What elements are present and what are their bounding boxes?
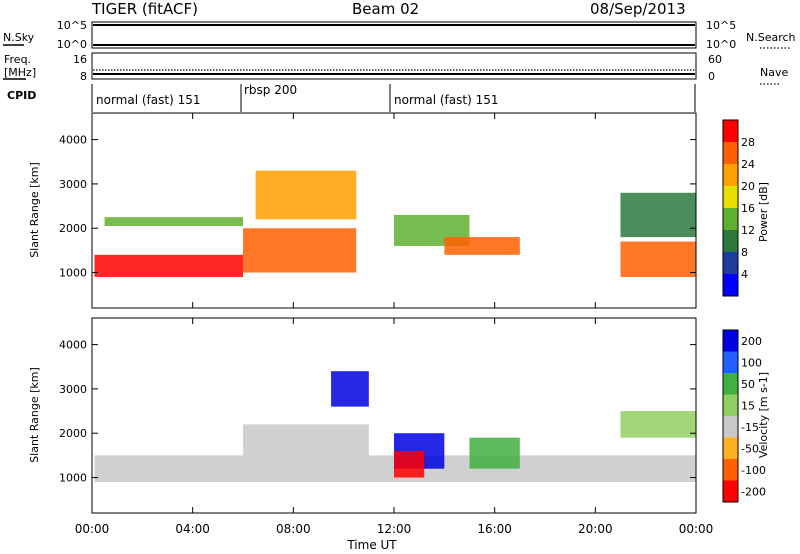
power-echo-region (243, 228, 357, 273)
power-colorbar-tick-label: 8 (741, 246, 748, 259)
x-tick-label: 00:00 (679, 522, 714, 536)
x-tick-label: 20:00 (578, 522, 613, 536)
power-colorbar-tick-label: 16 (741, 202, 755, 215)
velocity-cbar-label: Velocity [m s-1] (757, 372, 770, 458)
velocity-y-tick-label: 2000 (59, 427, 87, 440)
velocity-y-tick-label: 4000 (59, 339, 87, 352)
power-colorbar-segment (723, 120, 738, 143)
nsky-tick-bottom: 10^0 (57, 38, 87, 51)
power-y-tick-label: 1000 (59, 267, 87, 280)
x-tick-label: 08:00 (276, 522, 311, 536)
power-colorbar-tick-label: 12 (741, 224, 755, 237)
cpid-label: CPID (7, 89, 36, 102)
freq-panel: Freq. [MHz] 16 8 60 0 Nave (3, 52, 788, 85)
velocity-colorbar-tick-label: 100 (741, 356, 762, 369)
x-tick-label: 12:00 (377, 522, 412, 536)
power-colorbar-frame (722, 119, 739, 297)
power-echo-region (94, 254, 244, 277)
velocity-colorbar-segment (723, 416, 738, 438)
nsearch-label: N.Search (746, 31, 796, 44)
power-data-layer (94, 170, 696, 277)
velocity-colorbar-frame (722, 329, 739, 503)
power-y-tick-label: 4000 (59, 134, 87, 147)
velocity-colorbar-segment (723, 330, 738, 352)
station-title: TIGER (fitACF) (91, 0, 198, 18)
nave-tick-top: 60 (708, 53, 722, 66)
power-colorbar-segment (723, 230, 738, 253)
nave-tick-bottom: 0 (708, 70, 715, 83)
velocity-echo-region (331, 371, 369, 407)
cpid-segment-3: normal (fast) 151 (394, 93, 498, 107)
power-colorbar-segment (723, 164, 738, 187)
velocity-colorbar-segment (723, 480, 738, 503)
power-y-axis: 1000 2000 3000 4000 (59, 134, 696, 280)
nsearch-tick-top: 10^5 (706, 19, 736, 32)
nave-label: Nave (760, 66, 788, 79)
velocity-colorbar-segment (723, 459, 738, 481)
power-y-tick-label: 3000 (59, 178, 87, 191)
power-echo-region (620, 192, 696, 238)
velocity-colorbar-segment (723, 437, 738, 460)
velocity-ylabel: Slant Range [km] (28, 367, 41, 463)
power-colorbar-segment (723, 142, 738, 165)
power-colorbar-segment (723, 274, 738, 297)
x-tick-label: 04:00 (175, 522, 210, 536)
power-panel: 1000 2000 3000 4000 Slant Range [km] 28 24 20… (28, 112, 770, 309)
power-echo-region (255, 170, 357, 220)
velocity-colorbar-tick-label: -200 (741, 485, 766, 498)
cpid-panel: CPID normal (fast) 151 rbsp 200 normal (… (7, 83, 696, 112)
x-axis-title: Time UT (346, 538, 397, 552)
velocity-colorbar-tick-label: -100 (741, 464, 766, 477)
power-colorbar-tick-label: 28 (741, 136, 755, 149)
power-colorbar-segment (723, 186, 738, 209)
freq-tick-top: 16 (73, 53, 87, 66)
x-tick-label: 00:00 (75, 522, 110, 536)
beam-title: Beam 02 (352, 0, 419, 18)
power-colorbar-tick-label: 20 (741, 180, 755, 193)
power-colorbar-tick-label: 4 (741, 268, 748, 281)
power-echo-region (444, 237, 520, 255)
freq-label-1: Freq. (4, 53, 31, 66)
power-y-tick-label: 2000 (59, 222, 87, 235)
freq-label-2: [MHz] (4, 66, 36, 79)
nsky-tick-top: 10^5 (57, 19, 87, 32)
velocity-y-tick-label: 3000 (59, 383, 87, 396)
velocity-echo-region (394, 450, 425, 478)
power-colorbar-segment (723, 252, 738, 275)
x-tick-label: 16:00 (477, 522, 512, 536)
power-ylabel: Slant Range [km] (28, 162, 41, 258)
freq-tick-bottom: 8 (80, 70, 87, 83)
velocity-echo-region (243, 424, 369, 456)
nsky-panel: N.Sky 10^5 10^0 10^5 10^0 N.Search (3, 19, 796, 51)
velocity-colorbar-segment (723, 351, 738, 374)
velocity-colorbar-segment (723, 394, 738, 417)
power-colorbar-tick-label: 24 (741, 158, 755, 171)
velocity-echo-region (620, 411, 696, 438)
power-colorbar: 28 24 20 16 12 8 4 (722, 119, 755, 297)
velocity-y-axis: 1000 2000 3000 4000 (59, 339, 696, 485)
velocity-colorbar-tick-label: -50 (741, 442, 759, 455)
time-x-axis: 00:00 04:00 08:00 12:00 16:00 20:00 00:00 (75, 113, 714, 536)
cpid-segment-1: normal (fast) 151 (96, 93, 200, 107)
velocity-data-layer (94, 371, 697, 482)
cpid-segment-2: rbsp 200 (244, 83, 297, 97)
power-cbar-label: Power [dB] (757, 182, 770, 242)
power-colorbar-segment (723, 208, 738, 231)
velocity-colorbar-tick-label: 200 (741, 335, 762, 348)
date-title: 08/Sep/2013 (590, 0, 686, 18)
nsearch-tick-bottom: 10^0 (706, 38, 736, 51)
velocity-colorbar: 200 100 50 15 -15 -50 -100 -200 (722, 329, 766, 503)
velocity-colorbar-tick-label: 50 (741, 378, 755, 391)
velocity-echo-region (469, 437, 520, 469)
power-echo-region (104, 217, 243, 227)
velocity-colorbar-segment (723, 373, 738, 395)
velocity-y-tick-label: 1000 (59, 472, 87, 485)
power-echo-region (620, 241, 696, 277)
nsky-label: N.Sky (3, 31, 35, 44)
velocity-colorbar-tick-label: 15 (741, 399, 755, 412)
velocity-colorbar-tick-label: -15 (741, 421, 759, 434)
velocity-panel: 1000 2000 3000 4000 Slant Range [km] 200 100… (28, 317, 770, 514)
